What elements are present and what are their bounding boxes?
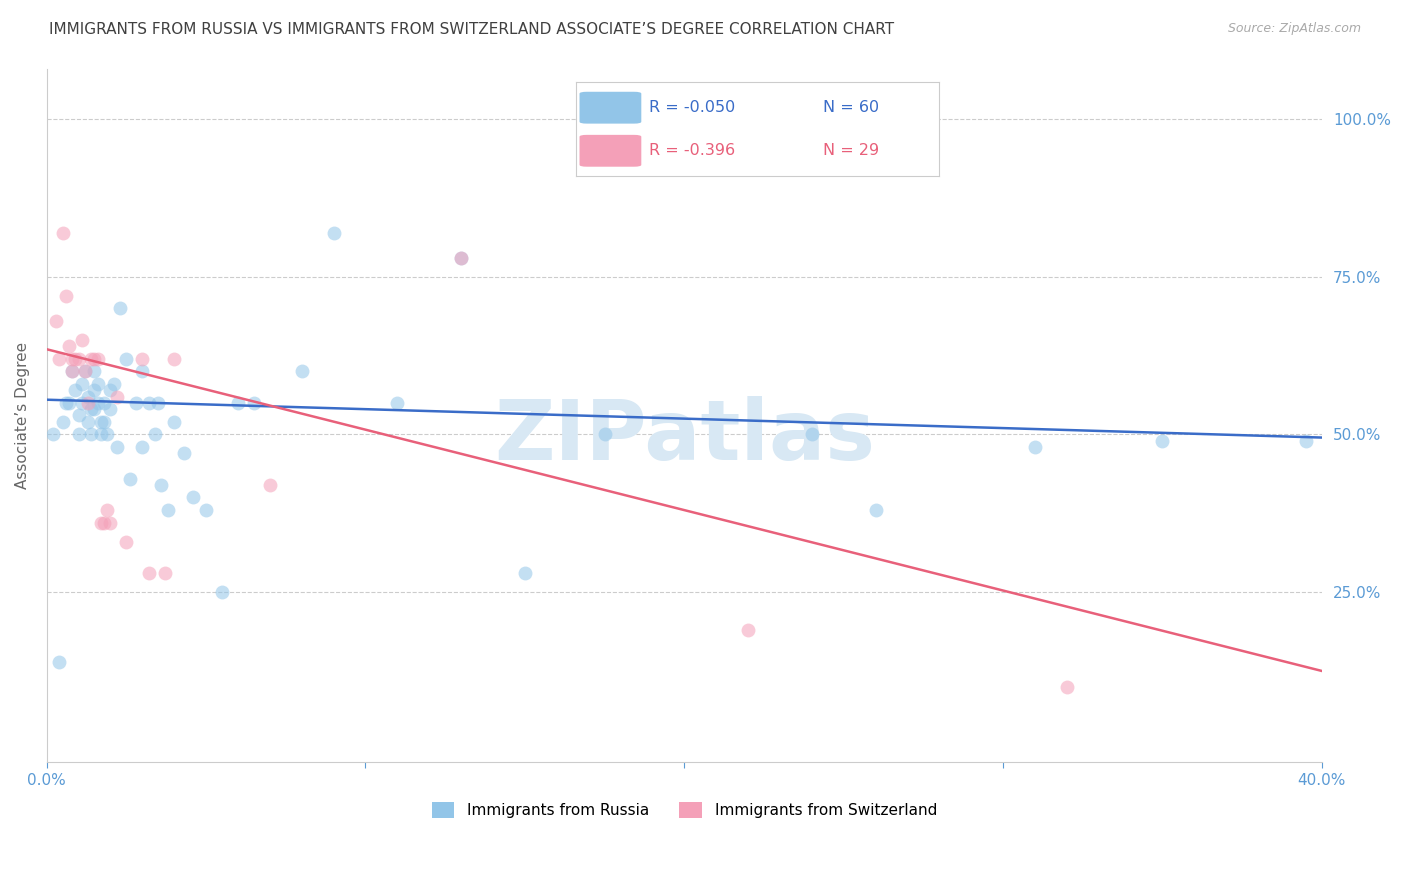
Point	[181, 491, 204, 505]
Point	[173, 446, 195, 460]
Point	[73, 364, 96, 378]
Point	[105, 390, 128, 404]
Point	[131, 364, 153, 378]
Point	[65, 351, 87, 366]
Point	[83, 402, 105, 417]
Point	[55, 288, 77, 302]
Point	[195, 503, 218, 517]
Point	[60, 364, 83, 378]
Point	[115, 534, 138, 549]
Point	[73, 364, 96, 378]
Point	[593, 427, 616, 442]
Point	[259, 478, 281, 492]
Point	[90, 427, 112, 442]
Text: Source: ZipAtlas.com: Source: ZipAtlas.com	[1227, 22, 1361, 36]
Text: IMMIGRANTS FROM RUSSIA VS IMMIGRANTS FROM SWITZERLAND ASSOCIATE’S DEGREE CORRELA: IMMIGRANTS FROM RUSSIA VS IMMIGRANTS FRO…	[49, 22, 894, 37]
Point	[52, 415, 75, 429]
Point	[86, 376, 108, 391]
Point	[131, 351, 153, 366]
Point	[80, 427, 103, 442]
Point	[163, 351, 186, 366]
Point	[513, 566, 536, 581]
Point	[148, 396, 170, 410]
Point	[77, 396, 100, 410]
Point	[83, 364, 105, 378]
Point	[52, 226, 75, 240]
Point	[90, 415, 112, 429]
Point	[105, 440, 128, 454]
Y-axis label: Associate’s Degree: Associate’s Degree	[15, 342, 30, 489]
Text: ZIPatlas: ZIPatlas	[494, 396, 875, 477]
Point	[93, 516, 115, 530]
Point	[93, 415, 115, 429]
Point	[48, 655, 70, 669]
Point	[322, 226, 344, 240]
Point	[211, 585, 233, 599]
Point	[1295, 434, 1317, 448]
Point	[226, 396, 249, 410]
Point	[90, 516, 112, 530]
Point	[125, 396, 148, 410]
Point	[243, 396, 266, 410]
Point	[48, 351, 70, 366]
Point	[77, 415, 100, 429]
Point	[143, 427, 166, 442]
Point	[156, 503, 179, 517]
Point	[58, 339, 80, 353]
Point	[67, 409, 90, 423]
Point	[86, 351, 108, 366]
Point	[100, 383, 122, 397]
Point	[55, 396, 77, 410]
Point	[163, 415, 186, 429]
Point	[1152, 434, 1174, 448]
Point	[70, 376, 93, 391]
Point	[100, 402, 122, 417]
Point	[673, 144, 696, 158]
Point	[80, 402, 103, 417]
Point	[150, 478, 173, 492]
Point	[70, 396, 93, 410]
Point	[96, 503, 118, 517]
Point	[737, 623, 759, 637]
Point	[65, 383, 87, 397]
Point	[108, 301, 131, 316]
Point	[67, 427, 90, 442]
Point	[58, 396, 80, 410]
Point	[115, 351, 138, 366]
Point	[131, 440, 153, 454]
Point	[450, 251, 472, 265]
Point	[865, 503, 887, 517]
Point	[450, 251, 472, 265]
Point	[67, 351, 90, 366]
Point	[42, 427, 65, 442]
Point	[387, 396, 409, 410]
Point	[118, 472, 141, 486]
Point	[1024, 440, 1046, 454]
Point	[70, 333, 93, 347]
Point	[138, 396, 160, 410]
Point	[83, 383, 105, 397]
Point	[60, 364, 83, 378]
Point	[83, 351, 105, 366]
Point	[138, 566, 160, 581]
Point	[60, 351, 83, 366]
Point	[800, 427, 823, 442]
Point	[1056, 680, 1078, 694]
Point	[86, 396, 108, 410]
Point	[96, 427, 118, 442]
Point	[77, 390, 100, 404]
Point	[45, 314, 67, 328]
Point	[291, 364, 314, 378]
Point	[153, 566, 176, 581]
Point	[93, 396, 115, 410]
Point	[80, 351, 103, 366]
Point	[100, 516, 122, 530]
Point	[103, 376, 125, 391]
Legend: Immigrants from Russia, Immigrants from Switzerland: Immigrants from Russia, Immigrants from …	[426, 796, 943, 824]
